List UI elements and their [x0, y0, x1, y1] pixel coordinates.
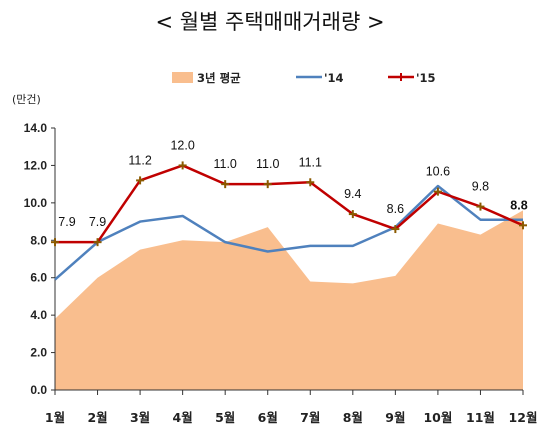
data-label-15: 10.6 — [426, 165, 450, 179]
data-label-15: 8.8 — [510, 198, 527, 212]
chart-title: < 월별 주택매매거래량 > — [155, 10, 384, 34]
data-label-15: 11.2 — [128, 153, 151, 167]
y-tick-label: 12.0 — [24, 158, 48, 172]
point-15 — [306, 178, 315, 187]
data-label-15: 12.0 — [170, 138, 194, 152]
point-15 — [178, 161, 187, 170]
legend-label-14: '14 — [324, 71, 344, 85]
data-label-15: 7.9 — [89, 215, 106, 229]
data-label-15: 8.6 — [387, 202, 404, 216]
data-label-15: 11.1 — [299, 155, 322, 169]
data-label-15: 11.0 — [256, 157, 279, 171]
point-15 — [348, 210, 357, 219]
legend-swatch-avg — [172, 72, 193, 83]
data-label-15: 9.4 — [344, 187, 361, 201]
y-tick-label: 2.0 — [30, 346, 47, 360]
data-label-15: 9.8 — [472, 180, 489, 194]
line-series-15 — [55, 164, 524, 244]
line-series-14 — [54, 184, 523, 281]
x-tick-label: 9월 — [385, 410, 405, 425]
point-15 — [221, 180, 230, 189]
data-label-15: 11.0 — [213, 157, 236, 171]
plot-area: 0.0 2.0 4.0 6.0 8.0 10.0 12.0 14.0 1월 2월 3월 4월 5월 6월 7… — [24, 121, 538, 425]
x-tick-label: 3월 — [130, 410, 150, 425]
x-tick-label: 12월 — [509, 410, 538, 425]
y-axis-unit: (만건) — [12, 93, 41, 106]
y-tick-label: 6.0 — [30, 271, 47, 285]
y-tick-label: 4.0 — [30, 308, 47, 322]
x-tick-label: 10월 — [423, 410, 452, 425]
point-15 — [519, 221, 527, 230]
y-tick-label: 0.0 — [30, 383, 47, 397]
x-tick-label: 11월 — [466, 410, 495, 425]
area-series-3yr-avg — [55, 210, 523, 390]
x-tick-label: 6월 — [258, 410, 278, 425]
point-15 — [391, 225, 400, 234]
x-tick-label: 5월 — [215, 410, 235, 425]
legend-label-avg: 3년 평균 — [197, 71, 241, 85]
x-tick-label: 8월 — [343, 410, 363, 425]
legend-label-15: '15 — [416, 71, 436, 85]
y-tick-label: 14.0 — [24, 121, 48, 135]
x-tick-label: 4월 — [173, 410, 193, 425]
data-label-15: 7.9 — [58, 215, 75, 229]
point-15 — [93, 238, 102, 247]
point-15 — [476, 202, 485, 211]
point-15 — [136, 176, 145, 185]
legend-marker-15 — [397, 73, 405, 81]
legend: 3년 평균 '14 '15 — [172, 71, 436, 85]
x-tick-label: 7월 — [300, 410, 320, 425]
point-15 — [263, 180, 272, 189]
y-tick-label: 8.0 — [30, 233, 47, 247]
x-tick-label: 1월 — [45, 410, 65, 425]
y-tick-label: 10.0 — [24, 196, 48, 210]
point-15 — [433, 187, 442, 196]
point-15 — [51, 238, 59, 247]
x-tick-label: 2월 — [87, 410, 107, 425]
